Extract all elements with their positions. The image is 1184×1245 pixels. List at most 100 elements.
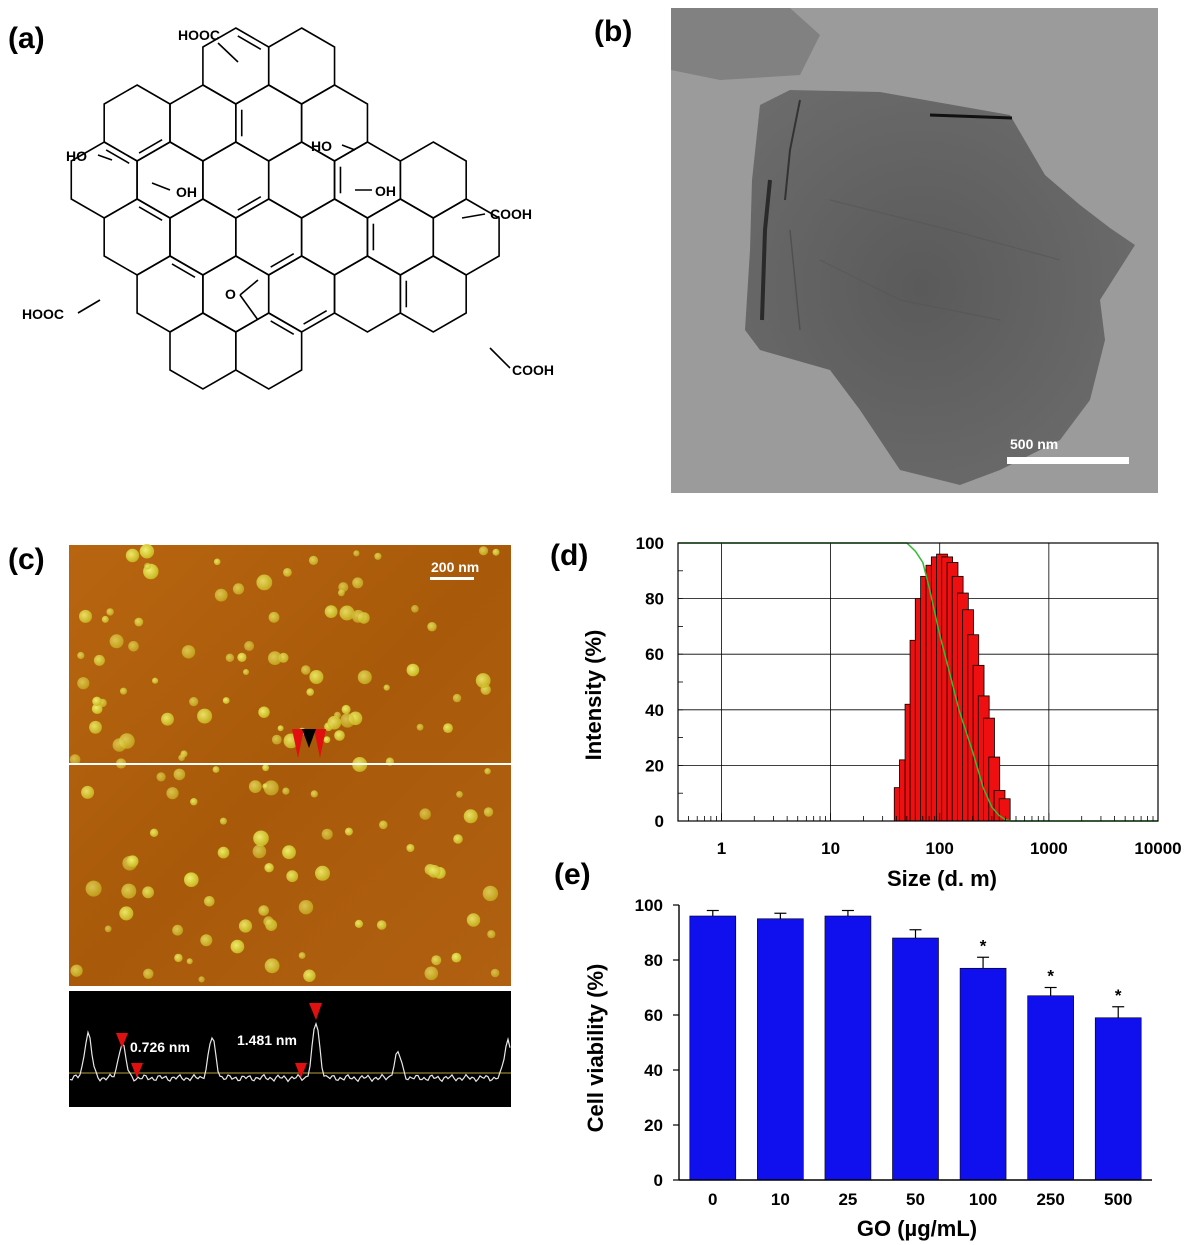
afm-particle [214, 588, 228, 602]
chart-d-x-tick-label: 1 [717, 839, 726, 858]
afm-particle [321, 828, 333, 840]
ring [235, 84, 303, 162]
afm-particle [286, 870, 299, 883]
afm-particle [237, 652, 247, 663]
afm-particle [263, 916, 274, 927]
chart-e-significance-marker: * [1115, 986, 1122, 1005]
afm-particle [277, 725, 284, 732]
ring [399, 255, 467, 333]
afm-particle [184, 872, 199, 887]
chart-e-x-axis-title: GO (µg/mL) [857, 1216, 977, 1241]
chart-e-x-tick-label: 100 [969, 1190, 997, 1209]
chart-d-y-tick-label: 60 [645, 645, 664, 664]
afm-particle [298, 952, 306, 959]
afm-particle [338, 589, 345, 597]
afm-particle [252, 844, 267, 859]
afm-particle [456, 791, 463, 798]
chart-e-y-tick-label: 100 [635, 896, 663, 915]
afm-particle [411, 605, 419, 613]
afm-particle [351, 609, 365, 623]
afm-particle [463, 809, 478, 824]
afm-particle [212, 766, 220, 773]
afm-particles [69, 544, 500, 983]
afm-particle [344, 827, 353, 836]
afm-particle [248, 780, 262, 793]
afm-particle [483, 807, 494, 817]
afm-particle [174, 953, 183, 963]
afm-particle [139, 544, 155, 559]
afm-particle [91, 703, 103, 714]
chart-d-bars [893, 553, 1011, 822]
chart-d-y-tick-label: 40 [645, 701, 664, 720]
afm-marker-red-left [292, 729, 304, 758]
afm-particle [374, 552, 382, 560]
tem-scale-bar [1007, 457, 1129, 464]
chart-e-y-tick-label: 20 [644, 1116, 663, 1135]
ring [333, 141, 402, 219]
ring [202, 141, 270, 219]
chart-d-cumulative-curve [678, 542, 1158, 822]
afm-particle [424, 966, 439, 981]
ring [399, 141, 467, 219]
afm-particle [376, 920, 387, 930]
panel-label-d: (d) [550, 539, 589, 572]
double-bond [270, 253, 295, 268]
afm-particle [121, 883, 137, 899]
chart-e-x-tick-label: 500 [1104, 1190, 1132, 1209]
afm-particle [85, 880, 102, 897]
afm-particle [230, 939, 245, 954]
afm-particle [198, 976, 205, 983]
afm-particle [197, 708, 213, 724]
afm-particle [70, 964, 83, 977]
chart-d-y-axis-title: Intensity (%) [581, 630, 606, 761]
ring [267, 27, 336, 105]
chart-e-y-tick-label: 80 [644, 951, 663, 970]
group-hooc-top: HOOC [178, 27, 220, 43]
afm-particle [172, 924, 184, 936]
afm-particle [490, 968, 500, 978]
ring [267, 255, 336, 333]
ring [169, 198, 237, 276]
substituent-bond [461, 213, 486, 219]
chart-e-significance-marker: * [1047, 967, 1054, 986]
chart-d-x-tick-label: 100 [926, 839, 954, 858]
graphene-rings [70, 27, 500, 390]
afm-particle [69, 754, 81, 765]
substituent-bond [217, 42, 239, 63]
afm-particle [334, 711, 341, 719]
double-bonds [105, 35, 408, 335]
afm-particle [262, 783, 269, 790]
afm-particle [327, 715, 342, 730]
afm-particle [101, 615, 109, 623]
afm-marker-red-right [314, 729, 326, 758]
ring [136, 141, 204, 219]
ring [169, 84, 237, 162]
afm-particle [93, 654, 105, 666]
afm-height-profile [69, 991, 511, 1107]
substituent-bond [151, 182, 171, 191]
chart-d-y-tick-label: 0 [655, 812, 664, 831]
afm-particle [173, 768, 186, 781]
double-bond [237, 196, 262, 211]
panel-label-c: (c) [8, 543, 45, 576]
afm-particle [315, 865, 330, 881]
afm-particle [106, 608, 114, 616]
afm-particle [152, 677, 159, 684]
afm-particle [217, 846, 230, 859]
afm-particle [128, 641, 139, 652]
tem-scale-bar-label: 500 nm [1010, 436, 1058, 452]
afm-particle [112, 738, 127, 752]
chart-e-y-tick-label: 60 [644, 1006, 663, 1025]
chart-e-bars: * * * [689, 909, 1142, 1181]
afm-particle [264, 958, 280, 974]
afm-particle [178, 754, 185, 761]
group-oh-left: OH [176, 184, 197, 200]
afm-particle [92, 696, 102, 706]
chart-d-x-axis-title: Size (d. m) [887, 866, 997, 891]
group-epoxy-o: O [225, 286, 236, 302]
afm-particle [222, 697, 230, 704]
afm-particle [357, 670, 372, 685]
afm-particle [256, 574, 273, 591]
profile-marker-3 [309, 1003, 322, 1020]
profile-marker-4 [295, 1063, 307, 1078]
